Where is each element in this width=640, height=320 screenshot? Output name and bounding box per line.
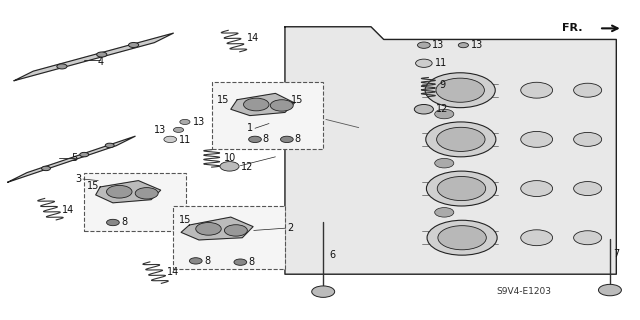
Polygon shape [96,180,161,203]
Circle shape [435,208,454,217]
Circle shape [521,132,552,147]
Text: 14: 14 [167,267,179,277]
Circle shape [280,136,293,142]
Circle shape [164,136,177,142]
Text: 8: 8 [248,257,255,267]
Text: 8: 8 [121,218,127,228]
Text: 15: 15 [88,181,100,191]
Circle shape [425,73,495,108]
Text: 13: 13 [193,117,205,127]
Circle shape [189,258,202,264]
Circle shape [521,180,552,196]
Circle shape [435,158,454,168]
Text: 9: 9 [440,80,446,91]
Circle shape [598,284,621,296]
Text: 11: 11 [435,58,447,68]
Circle shape [270,100,293,111]
Circle shape [437,177,486,201]
Text: S9V4-E1203: S9V4-E1203 [497,287,552,296]
Circle shape [435,109,454,119]
Circle shape [234,259,246,265]
Text: 15: 15 [179,215,191,225]
Text: 7: 7 [613,249,620,259]
Text: 5: 5 [72,153,78,164]
Circle shape [427,220,497,255]
Text: 8: 8 [294,134,301,144]
Text: 11: 11 [179,135,191,145]
Circle shape [573,83,602,97]
Polygon shape [14,33,173,81]
Circle shape [57,64,67,69]
Circle shape [573,181,602,196]
Circle shape [414,105,433,114]
Circle shape [417,42,430,48]
Bar [84,173,186,231]
Circle shape [106,185,132,198]
Circle shape [129,43,139,48]
Text: 13: 13 [471,40,483,50]
Circle shape [573,231,602,245]
Circle shape [180,119,190,124]
Text: FR.: FR. [562,23,582,33]
Text: 13: 13 [154,125,166,135]
Circle shape [415,59,432,68]
Text: 3: 3 [75,174,81,184]
Text: 12: 12 [436,104,449,114]
Circle shape [196,222,221,235]
Text: 12: 12 [241,162,253,172]
Text: 14: 14 [62,205,74,215]
Bar [173,206,285,269]
Circle shape [173,127,184,132]
Circle shape [521,82,552,98]
Circle shape [106,219,119,226]
Circle shape [80,152,89,157]
Circle shape [436,78,484,102]
Polygon shape [8,136,135,182]
Text: 10: 10 [225,153,237,164]
Circle shape [105,143,114,148]
Text: 2: 2 [287,223,293,233]
Text: 15: 15 [217,95,229,105]
Text: 6: 6 [330,250,336,260]
Text: 4: 4 [97,57,103,67]
Text: 8: 8 [204,256,210,266]
Text: 14: 14 [246,33,259,43]
Polygon shape [231,93,294,116]
Polygon shape [181,217,253,240]
Text: 1: 1 [247,123,253,133]
Circle shape [573,132,602,146]
Polygon shape [285,27,616,274]
Circle shape [312,286,335,297]
Circle shape [225,225,247,236]
Circle shape [521,230,552,246]
Circle shape [248,136,261,142]
Text: 15: 15 [291,95,304,105]
Circle shape [97,52,107,57]
Circle shape [244,98,269,111]
Circle shape [220,162,239,171]
Circle shape [426,171,497,206]
Text: 8: 8 [262,134,269,144]
Circle shape [135,188,158,199]
Circle shape [42,166,51,171]
Circle shape [458,43,468,48]
Circle shape [426,122,496,157]
Bar [212,82,323,149]
Circle shape [436,127,485,151]
Text: 13: 13 [431,40,444,50]
Circle shape [438,226,486,250]
